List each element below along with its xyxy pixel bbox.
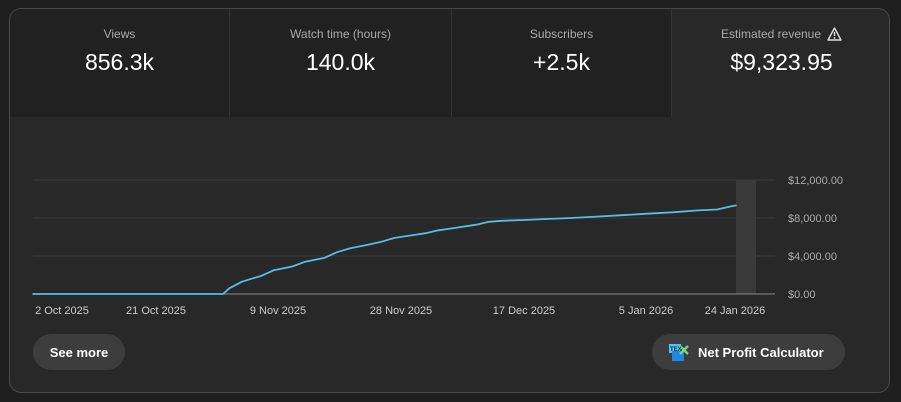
data-point <box>304 260 307 263</box>
tab-watch-time[interactable]: Watch time (hours) 140.0k <box>230 9 452 117</box>
tab-revenue-value: $9,323.95 <box>730 49 833 75</box>
tab-estimated-revenue[interactable]: Estimated revenue $9,323.95 <box>672 9 889 117</box>
revenue-chart[interactable]: $12,000.00 $8,000.00 $4,000.00 $0.00 2 Oct 2… <box>10 117 890 327</box>
svg-text:TEX: TEX <box>670 347 682 353</box>
y-tick-label: $12,000.00 <box>788 175 843 187</box>
tab-subscribers[interactable]: Subscribers +2.5k <box>452 9 672 117</box>
data-point <box>450 227 452 230</box>
data-point <box>228 287 231 290</box>
data-point <box>336 251 338 253</box>
tab-revenue-label-row: Estimated revenue <box>672 27 889 44</box>
data-point <box>424 232 427 234</box>
metric-tabs: Views 856.3k Watch time (hours) 140.0k S… <box>10 9 889 117</box>
data-point <box>500 220 503 222</box>
x-tick-label: 9 Nov 2025 <box>250 305 306 317</box>
data-point <box>621 214 623 216</box>
analytics-card: Views 856.3k Watch time (hours) 140.0k S… <box>9 8 890 393</box>
y-tick-label: $4,000.00 <box>788 251 837 263</box>
data-point <box>380 241 383 243</box>
tab-subscribers-label: Subscribers <box>529 27 594 41</box>
data-point <box>526 219 528 221</box>
data-point <box>399 236 402 238</box>
data-point <box>595 215 598 218</box>
revenue-line <box>33 204 737 295</box>
tab-views-label: Views <box>103 27 136 41</box>
x-tick-label: 5 Jan 2026 <box>619 305 673 317</box>
data-point <box>697 209 699 212</box>
data-point <box>646 212 649 215</box>
net-profit-calculator-button[interactable]: TEX Net Profit Calculator <box>652 334 845 370</box>
tab-revenue-label: Estimated revenue <box>720 27 822 41</box>
data-point <box>260 275 262 277</box>
tab-views[interactable]: Views 856.3k <box>10 9 230 117</box>
net-profit-calculator-logo-icon: TEX <box>668 341 690 363</box>
x-tick-label: 17 Dec 2025 <box>493 305 555 317</box>
data-point <box>412 234 414 236</box>
data-point <box>475 223 478 226</box>
data-point <box>367 243 370 246</box>
data-point <box>735 204 737 207</box>
data-point <box>32 293 34 295</box>
data-point <box>348 247 351 250</box>
tab-views-value: 856.3k <box>84 49 155 75</box>
warning-icon[interactable] <box>827 27 842 44</box>
x-tick-label: 21 Oct 2025 <box>126 305 186 317</box>
y-tick-label: $0.00 <box>788 289 816 301</box>
data-point <box>393 237 395 239</box>
net-profit-calculator-label: Net Profit Calculator <box>698 344 824 360</box>
data-point <box>437 229 440 232</box>
current-period-highlight <box>736 180 756 294</box>
data-point <box>241 280 243 283</box>
y-tick-label: $8,000.00 <box>788 213 837 225</box>
x-tick-label: 28 Nov 2025 <box>370 305 432 317</box>
data-point <box>671 211 674 214</box>
data-point <box>716 208 718 211</box>
tab-watch-time-label: Watch time (hours) <box>290 27 391 41</box>
tab-watch-time-value: 140.0k <box>305 49 376 75</box>
data-point <box>323 257 326 259</box>
see-more-button[interactable]: See more <box>33 334 125 370</box>
x-tick-label: 2 Oct 2025 <box>35 305 89 317</box>
data-point <box>291 265 294 268</box>
data-point <box>570 217 573 219</box>
tab-subscribers-value: +2.5k <box>533 49 590 75</box>
x-tick-label: 24 Jan 2026 <box>705 305 766 317</box>
data-point <box>222 293 224 295</box>
data-point <box>728 205 731 208</box>
data-point <box>545 218 547 220</box>
data-point <box>488 221 490 223</box>
data-point <box>272 269 275 272</box>
